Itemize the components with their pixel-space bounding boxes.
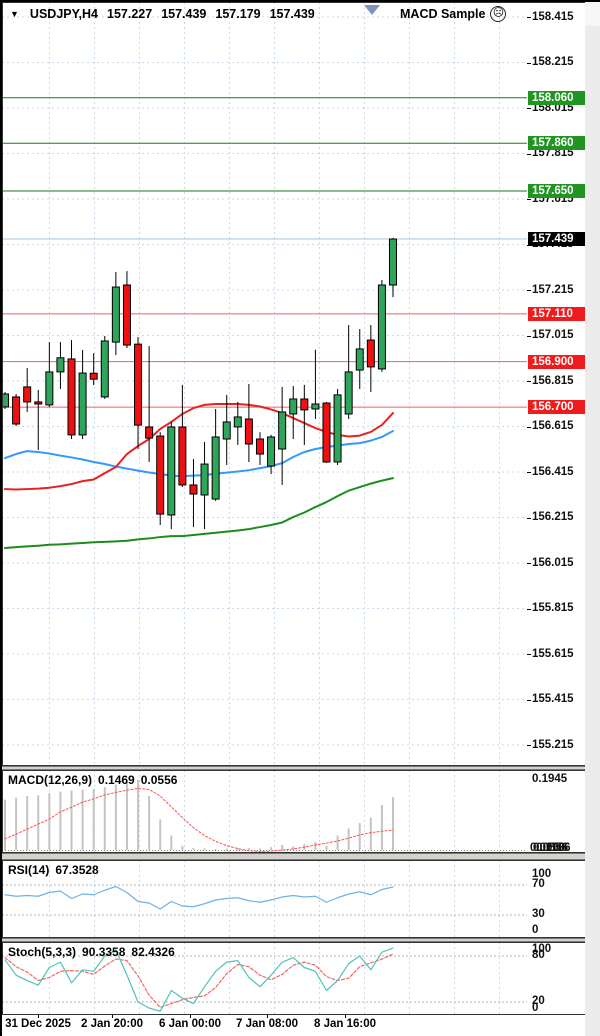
time-tick-mark — [38, 1015, 39, 1018]
bear-candle — [145, 426, 154, 439]
bull-candle — [167, 426, 176, 516]
pane-separator[interactable] — [2, 766, 586, 770]
stoch-signal-line — [4, 953, 394, 1008]
stoch-indicator-label: Stoch(5,3,3) 90.3358 82.4326 — [8, 945, 175, 959]
bull-candle — [289, 398, 298, 415]
pane-separator[interactable] — [2, 853, 586, 860]
bear-candle — [255, 438, 264, 455]
scrollbar-button[interactable] — [585, 2, 600, 26]
time-tick-mark — [190, 1015, 191, 1018]
bear-candle — [322, 402, 331, 463]
pane-border — [2, 2, 586, 766]
bull-candle — [355, 348, 364, 371]
ea-status-sad-face-icon[interactable]: ☹ — [490, 6, 507, 22]
bull-candle — [45, 371, 54, 406]
macd-signal-line — [4, 787, 394, 852]
ea-name: MACD Sample — [400, 7, 486, 21]
stoch-main-line — [4, 947, 394, 1012]
bull-candle — [377, 284, 386, 370]
ohlc-high: 157.439 — [161, 7, 207, 21]
bull-candle — [222, 421, 231, 440]
ohlc-open: 157.227 — [107, 7, 153, 21]
bear-candle — [178, 426, 187, 486]
bull-candle — [200, 463, 209, 496]
symbol-period-label: USDJPY,H4 — [29, 7, 99, 21]
time-tick-mark — [112, 1015, 113, 1018]
bear-candle — [34, 401, 43, 405]
time-axis-label: 7 Jan 08:00 — [235, 1018, 299, 1030]
time-axis-label: 2 Jan 20:00 — [80, 1018, 144, 1030]
bull-candle — [344, 371, 353, 415]
bear-candle — [156, 435, 165, 515]
one-click-trading-dropdown-icon[interactable]: ▼ — [10, 9, 19, 19]
bear-candle — [134, 343, 143, 426]
bull-candle — [111, 286, 120, 343]
bear-candle — [366, 339, 375, 368]
bear-candle — [189, 484, 198, 495]
bear-candle — [23, 386, 32, 403]
bear-candle — [244, 418, 253, 445]
bull-candle — [311, 403, 320, 410]
ohlc-close: 157.439 — [269, 7, 315, 21]
time-tick-mark — [267, 1015, 268, 1018]
time-tick-mark — [345, 1015, 346, 1018]
bear-candle — [89, 372, 98, 380]
ma-green-line — [4, 477, 395, 549]
bear-candle — [67, 358, 76, 436]
scroll-position-marker-icon[interactable] — [364, 5, 380, 15]
bull-candle — [78, 372, 87, 436]
bull-candle — [278, 411, 287, 450]
bear-candle — [122, 284, 131, 346]
bull-candle — [233, 416, 242, 428]
rsi-indicator-label: RSI(14) 67.3528 — [8, 863, 99, 877]
main-price-chart[interactable] — [2, 2, 586, 766]
macd-indicator-label: MACD(12,26,9) 0.1469 0.0556 — [8, 773, 178, 787]
ohlc-low: 157.179 — [215, 7, 261, 21]
time-axis-label: 31 Dec 2025 — [5, 1018, 71, 1030]
bull-candle — [100, 340, 109, 398]
bull-candle — [56, 357, 65, 373]
bull-candle — [2, 393, 9, 408]
scrollbar[interactable] — [585, 2, 600, 1036]
time-axis-label: 6 Jan 00:00 — [158, 1018, 222, 1030]
stoch-pane[interactable] — [2, 942, 586, 1015]
bull-candle — [389, 238, 398, 286]
bull-candle — [267, 436, 276, 467]
expert-advisor-label: MACD Sample ☹ — [400, 6, 507, 22]
pane-separator[interactable] — [2, 938, 586, 942]
bear-candle — [300, 398, 309, 411]
bear-candle — [12, 396, 21, 425]
rsi-line — [4, 885, 394, 910]
bull-candle — [211, 436, 220, 500]
bull-candle — [333, 394, 342, 463]
chart-title: ▼ USDJPY,H4 157.227 157.439 157.179 157.… — [10, 6, 315, 22]
time-axis-label: 8 Jan 16:00 — [313, 1018, 377, 1030]
